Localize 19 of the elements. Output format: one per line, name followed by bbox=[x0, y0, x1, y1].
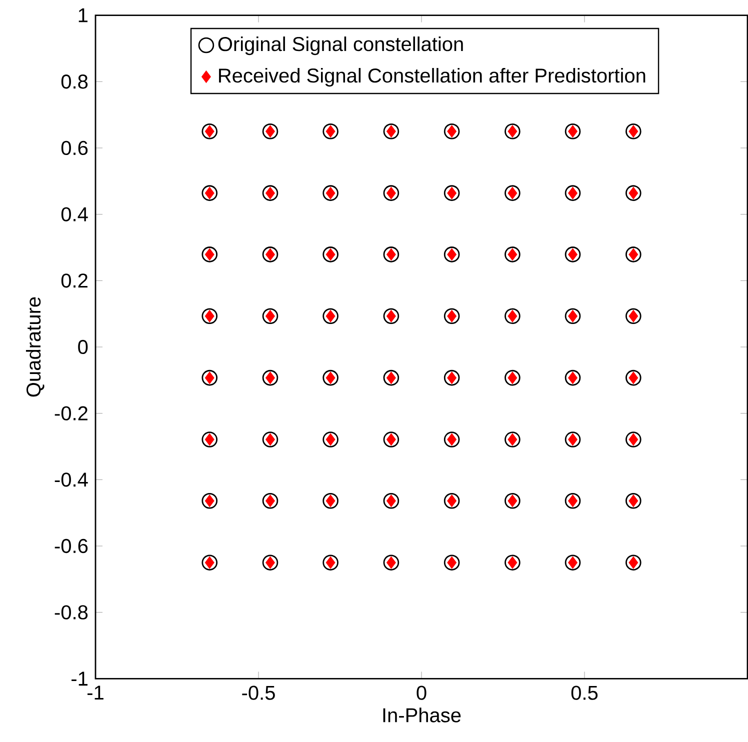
y-tick-label: -1 bbox=[72, 672, 88, 686]
y-tick-label: 0.6 bbox=[61, 140, 88, 156]
y-tick-label: -0.6 bbox=[54, 538, 88, 554]
x-tick-label: -1 bbox=[87, 686, 104, 700]
legend-label: Received Signal Constellation after Predistortion bbox=[219, 68, 646, 87]
y-tick-label: 0.2 bbox=[61, 274, 88, 288]
x-axis-title: In-Phase bbox=[383, 708, 461, 722]
x-tick-label: 0 bbox=[416, 686, 426, 700]
y-tick-label: 0 bbox=[78, 340, 88, 354]
y-tick-label: 0.8 bbox=[61, 74, 88, 89]
y-tick-label: -0.4 bbox=[54, 472, 88, 487]
y-axis-title: Quadrature bbox=[26, 297, 44, 397]
y-tick-label: -0.8 bbox=[54, 605, 88, 620]
y-tick-label: 1 bbox=[78, 8, 88, 22]
x-tick-label: -0.5 bbox=[242, 686, 275, 700]
y-tick-label: 0.4 bbox=[61, 207, 88, 222]
legend-label: Original Signal constellation bbox=[218, 36, 463, 56]
x-tick-label: 0.5 bbox=[571, 686, 598, 700]
y-tick-label: -0.2 bbox=[54, 406, 88, 420]
